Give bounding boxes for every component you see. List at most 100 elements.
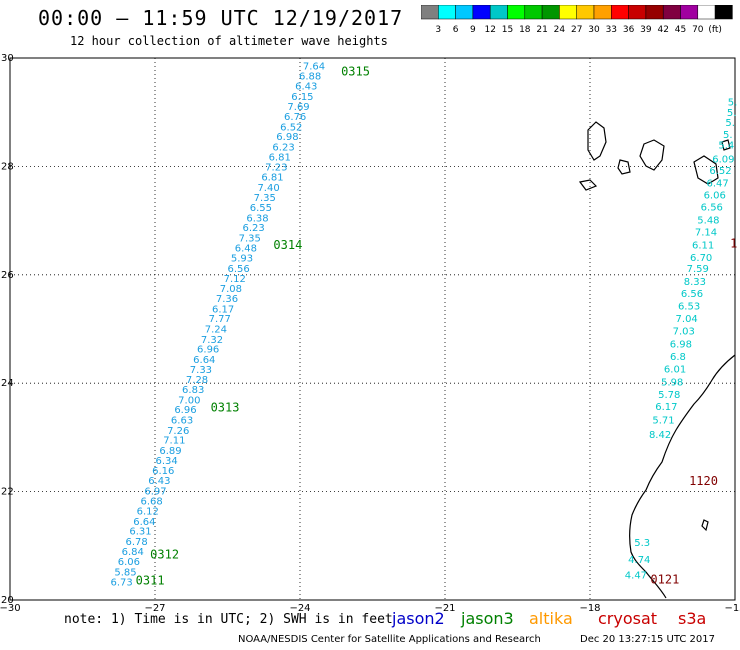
track-left-wave-height-value: 6.64 — [133, 517, 155, 528]
track-left-wave-height-value: 6.84 — [122, 547, 144, 558]
y-tick-label: 26 — [1, 270, 14, 281]
track-left-wave-height-value: 7.26 — [167, 426, 189, 437]
legend-label: 15 — [502, 25, 513, 35]
track-left-wave-height-value: 6.43 — [295, 82, 317, 93]
y-tick-label: 28 — [1, 161, 14, 172]
track-left-wave-height-value: 7.32 — [201, 335, 223, 346]
track-right-wave-height-value: 6.52 — [709, 166, 731, 177]
track-left-wave-height-value: 6.16 — [152, 466, 174, 477]
track-left-wave-height-value: 6.06 — [118, 557, 140, 568]
track-left-wave-height-value: 6.52 — [280, 122, 302, 133]
y-tick-label: 30 — [1, 53, 14, 64]
legend-label: 6 — [453, 25, 459, 35]
track-right-wave-height-value: 6.53 — [678, 302, 700, 313]
track-right-wave-height-value: 7.03 — [673, 327, 695, 338]
track-left-wave-height-value: 7.35 — [239, 233, 261, 244]
color-legend: 3 6 9 12 15 18 21 24 27 30 33 36 39 42 45 70 (ft) — [421, 5, 733, 35]
pass-time-label: 1 — [730, 236, 737, 250]
track-left-wave-height-value: 7.40 — [257, 183, 279, 194]
pass-time-label: 0314 — [273, 238, 302, 252]
track-right-wave-height-value: 6.11 — [692, 240, 714, 251]
track-left-wave-height-value: 7.33 — [190, 365, 212, 376]
track-right-wave-height-value: 6.01 — [664, 365, 686, 376]
track-right-wave-height-value: 6.8 — [670, 352, 686, 363]
legend-label: 18 — [519, 25, 531, 35]
legend-label: 9 — [470, 25, 476, 35]
legend-swatch — [714, 5, 733, 20]
page-subtitle: 12 hour collection of altimeter wave hei… — [70, 34, 388, 48]
track-left-wave-height-value: 7.24 — [205, 324, 227, 335]
page-title: 00:00 – 11:59 UTC 12/19/2017 — [38, 6, 404, 30]
track-right-wave-height-value: 4.47 — [625, 571, 647, 582]
track-right-wave-height-value: 5.71 — [652, 416, 674, 427]
track-left-wave-height-value: 6.96 — [197, 345, 219, 356]
y-tick-label: 20 — [1, 595, 14, 606]
track-right-wave-height-value: 5.4 — [718, 141, 734, 152]
track-left-wave-height-value: 5.85 — [114, 567, 136, 578]
track-left-wave-height-value: 7.08 — [220, 284, 242, 295]
track-left-wave-height-value: 7.36 — [216, 294, 238, 305]
y-tick-label: 22 — [1, 487, 14, 498]
pass-time-label: 0315 — [341, 65, 370, 79]
x-tick-label: −18 — [579, 603, 600, 614]
pass-time-label: 0312 — [150, 547, 179, 561]
track-left-wave-height-value: 6.68 — [140, 496, 162, 507]
track-left-wave-height-value: 6.23 — [242, 223, 264, 234]
credit-line: NOAA/NESDIS Center for Satellite Applica… — [238, 634, 541, 645]
pass-time-label: 0311 — [136, 573, 165, 587]
track-left-wave-height-value: 6.64 — [193, 355, 215, 366]
track-left-wave-height-value: 7.77 — [209, 314, 231, 325]
pass-time-label: 1120 — [689, 474, 718, 488]
track-right-wave-height-value: 6.47 — [706, 179, 728, 190]
track-left-wave-height-value: 6.97 — [144, 487, 166, 498]
generated-timestamp: Dec 20 13:27:15 UTC 2017 — [580, 634, 715, 645]
track-left-wave-height-value: 7.64 — [303, 62, 325, 73]
pass-time-label: 0313 — [211, 401, 240, 415]
island-outline — [587, 121, 607, 161]
track-left-wave-height-value: 6.34 — [155, 456, 177, 467]
track-right-wave-height-value: 5. — [727, 108, 737, 119]
island-outline — [693, 155, 719, 185]
island-outline — [639, 139, 665, 171]
track-left-wave-height-value: 6.31 — [129, 527, 151, 538]
legend-label: 45 — [675, 25, 686, 35]
track-right-wave-height-value: 8.33 — [684, 277, 706, 288]
track-left-wave-height-value: 6.48 — [235, 244, 257, 255]
track-right-wave-height-value: 8.42 — [649, 430, 671, 441]
track-left-wave-height-value: 6.81 — [269, 153, 291, 164]
pass-time-label: 0121 — [650, 572, 679, 586]
track-left-wave-height-value: 7.28 — [186, 375, 208, 386]
track-right-wave-height-value: 6.56 — [681, 289, 703, 300]
x-tick-label: −24 — [289, 603, 310, 614]
track-left-wave-height-value: 7.69 — [287, 102, 309, 113]
track-left-wave-height-value: 6.17 — [212, 304, 234, 315]
track-left-wave-height-value: 6.96 — [174, 405, 196, 416]
legend-label: 3 — [435, 25, 441, 35]
track-left-wave-height-value: 6.98 — [276, 132, 298, 143]
legend-label: 21 — [536, 25, 547, 35]
track-right-wave-height-value: 6.70 — [690, 253, 712, 264]
island-outline — [617, 159, 631, 175]
track-right-wave-height-value: 5. — [725, 118, 735, 129]
x-tick-label: −30 — [0, 603, 21, 614]
x-tick-label: −15 — [724, 603, 740, 614]
x-tick-label: −27 — [144, 603, 165, 614]
legend-label: 39 — [640, 25, 652, 35]
legend-label: 27 — [571, 25, 582, 35]
track-right-wave-height-value: 7.04 — [676, 314, 698, 325]
track-left-wave-height-value: 6.55 — [250, 203, 272, 214]
island-outline — [721, 139, 731, 151]
track-left-wave-height-value: 6.81 — [261, 173, 283, 184]
track-left-wave-height-value: 6.63 — [171, 416, 193, 427]
track-left-wave-height-value: 7.11 — [163, 436, 185, 447]
track-right-wave-height-value: 5.98 — [661, 378, 683, 389]
track-left-wave-height-value: 7.35 — [254, 193, 276, 204]
island-outline — [701, 519, 709, 532]
track-left-wave-height-value: 6.12 — [137, 507, 159, 518]
legend-label: (ft) — [708, 25, 722, 35]
track-left-wave-height-value: 6.76 — [284, 112, 306, 123]
track-right-wave-height-value: 7.14 — [695, 227, 717, 238]
track-left-wave-height-value: 6.23 — [272, 142, 294, 153]
track-left-wave-height-value: 6.15 — [291, 92, 313, 103]
